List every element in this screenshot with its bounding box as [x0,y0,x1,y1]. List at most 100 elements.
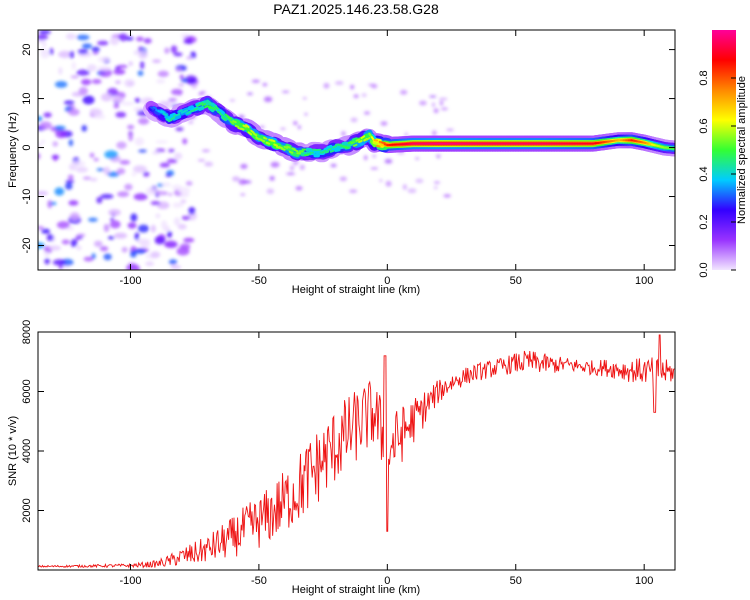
noise-blob [133,193,148,201]
noise-blob [38,143,43,147]
noise-blob [91,253,96,260]
ridge-segment [283,145,289,149]
x-tick-label: 100 [635,275,653,287]
y-tick-label: 10 [21,92,33,104]
ridge-segment [252,132,258,137]
noise-blob [89,152,95,158]
noise-blob [137,224,150,233]
noise-blob [65,33,76,40]
noise-blob [243,180,252,184]
noise-blob [174,152,183,160]
chart-title: PAZ1.2025.146.23.58.G28 [273,1,439,17]
noise-blob [119,159,131,165]
ridge-segment [247,131,253,136]
spectral-ridge [143,95,675,163]
noise-blob [56,221,70,229]
noise-blob [100,194,114,199]
noise-blob [178,83,185,87]
noise-blob [429,95,437,98]
noise-blob [232,176,240,182]
noise-blob [55,129,67,139]
noise-blob [68,139,74,147]
noise-blob [68,108,80,116]
noise-blob [118,33,128,42]
ridge-segment [355,138,361,142]
noise-blob [40,49,50,59]
noise-blob [140,60,145,70]
spectrogram-y-axis: -20 -10 0 10 20 [21,43,675,253]
noise-blob [127,124,135,130]
noise-blob [170,265,182,269]
noise-blob [52,259,67,266]
ridge-segment [206,104,212,109]
noise-blob [280,127,286,131]
ridge-segment [234,124,240,128]
noise-blob [48,245,62,251]
noise-blob [436,155,440,159]
noise-blob [240,193,246,196]
x-tick-label: -50 [251,275,267,287]
noise-blob [98,68,113,78]
noise-blob [145,261,155,267]
noise-blob [187,78,196,84]
noise-blob [293,161,298,167]
noise-blob [47,200,53,209]
noise-blob [438,97,448,101]
ridge-segment [287,147,295,153]
noise-blob [173,52,183,57]
x-tick-label: 50 [510,575,522,587]
noise-blob [180,78,189,83]
noise-blob [68,200,79,206]
noise-blob [114,66,121,70]
noise-blobs [38,30,454,270]
ridge-segment [197,105,205,111]
noise-blob [304,113,308,116]
noise-blob [281,90,290,93]
ridge-segment [182,107,189,113]
noise-blob [164,240,178,249]
ridge-segment [358,140,363,144]
spectrogram-frame [37,29,676,271]
noise-blob [340,131,346,137]
noise-blob [43,112,52,118]
ridge-segment [211,106,217,111]
noise-blob [115,80,121,85]
noise-blob [128,61,133,66]
noise-blob [39,121,52,130]
spectrogram-y-label: Frequency (Hz) [7,112,19,188]
ridge-segment [250,129,255,134]
ridge-segment [219,113,224,117]
noise-blob [138,149,147,153]
ridge-segment [350,141,355,145]
noise-blob [114,232,128,239]
ridge-segment [187,105,195,111]
noise-blob [400,89,408,95]
ridge-segment [263,136,268,140]
ridge-segment [322,149,327,153]
noise-blob [156,236,161,243]
noise-blob [164,47,170,54]
noise-blob [75,166,88,173]
noise-blob [168,259,178,265]
noise-blob [70,239,78,248]
noise-blob [176,247,190,256]
ridge-segment [286,145,291,149]
colorbar-tick-label: 0.4 [698,166,710,181]
ridge-segment [150,106,155,110]
noise-blob [172,202,181,208]
noise-blob [97,56,110,63]
noise-blob [179,202,184,208]
y-tick-label: 20 [21,43,33,55]
noise-blob [93,157,99,162]
x-tick-label: -100 [119,275,141,287]
noise-blob [433,181,441,184]
noise-blob [96,196,103,204]
ridge-segment [347,140,353,144]
noise-blob [370,167,379,170]
noise-blob [166,230,172,238]
y-tick-label: 6000 [21,379,33,403]
ridge-segment [281,147,286,151]
noise-blob [54,125,66,131]
x-tick-label: 0 [384,575,390,587]
